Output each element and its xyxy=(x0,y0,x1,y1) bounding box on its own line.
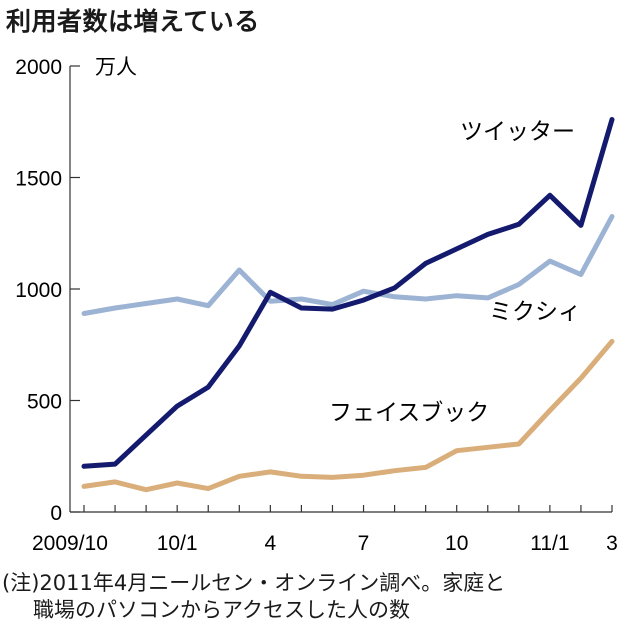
y-unit-label: 万人 xyxy=(95,55,137,79)
series-label-twitter: ツイッター xyxy=(460,119,575,145)
y-tick-label: 1000 xyxy=(15,279,62,302)
footnote-line-1: (注)2011年4月ニールセン・オンライン調べ。家庭と xyxy=(2,571,506,595)
x-tick-label: 10 xyxy=(445,532,468,555)
y-tick-label: 500 xyxy=(27,391,62,414)
x-tick-label: 7 xyxy=(358,532,370,555)
y-tick-label: 1500 xyxy=(15,168,62,191)
y-tick-label: 2000 xyxy=(15,56,62,79)
series-line-mixi xyxy=(81,214,615,316)
line-chart: 万人 0 500 1000 1500 2000 2009/10 10/1 4 7 10 11/1 3… xyxy=(15,55,618,555)
x-tick-label: 2009/10 xyxy=(32,532,108,555)
x-tick-label: 11/1 xyxy=(530,532,569,555)
series-label-mixi: ミクシィ xyxy=(489,299,581,325)
x-tick-label: 4 xyxy=(265,532,277,555)
chart-title: 利用者数は増えている xyxy=(6,7,260,36)
series-label-facebook: フェイスブック xyxy=(329,400,489,426)
x-tick-label: 10/1 xyxy=(157,532,198,555)
series-line-twitter xyxy=(81,117,615,469)
footnote-line-2: 職場のパソコンからアクセスした人の数 xyxy=(33,598,410,622)
y-tick-label: 0 xyxy=(50,502,62,525)
x-tick-label: 3 xyxy=(606,532,618,555)
footnote: (注)2011年4月ニールセン・オンライン調べ。家庭と 職場のパソコンからアクセ… xyxy=(2,570,628,624)
series-line-facebook xyxy=(81,338,615,493)
